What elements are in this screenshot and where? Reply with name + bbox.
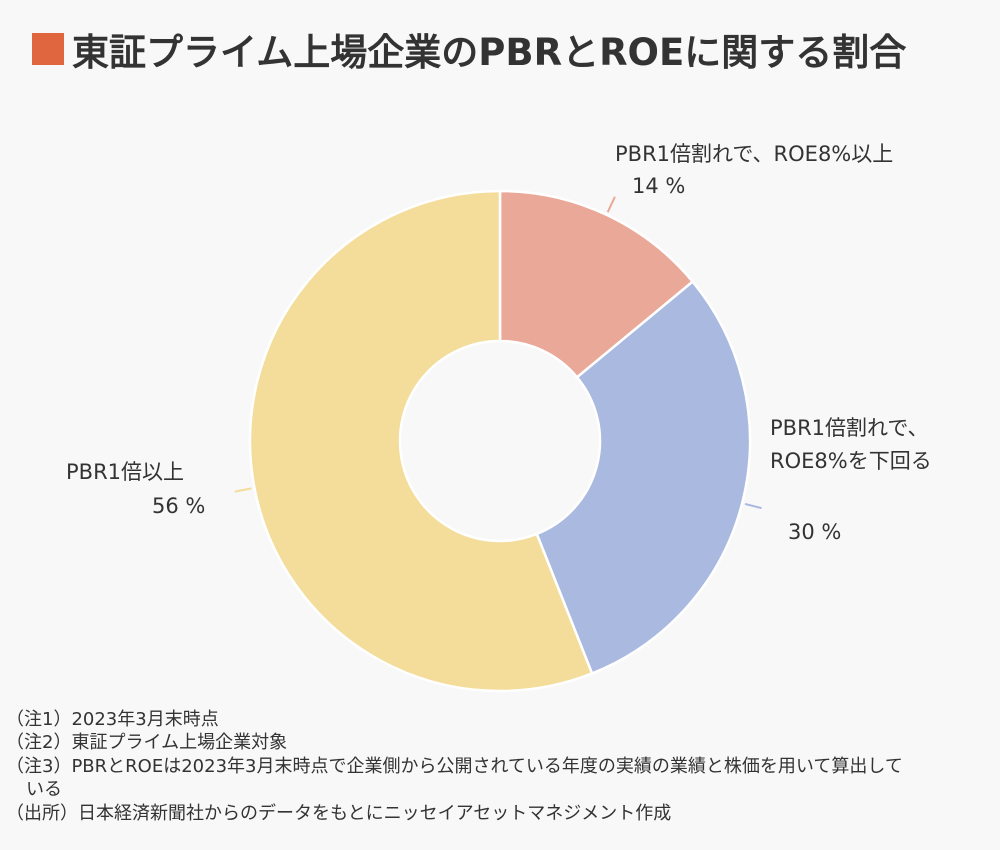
title-wrap: 東証プライム上場企業のPBRとROEに関する割合	[32, 22, 906, 76]
donut-slice	[498, 189, 695, 380]
donut-slice	[535, 279, 752, 676]
notes: （注1）2023年3月末時点 （注2）東証プライム上場企業対象 （注3）PBRとRO…	[6, 708, 906, 825]
slice-label: PBR1倍割れで、ROE8%以上	[615, 142, 894, 166]
donut-slice	[248, 189, 594, 693]
leader-line	[744, 502, 762, 510]
slice-label: PBR1倍以上	[66, 460, 185, 484]
chart-title: 東証プライム上場企業のPBRとROEに関する割合	[72, 31, 907, 74]
value-label: 30 %	[788, 520, 842, 544]
note: （注2）東証プライム上場企業対象	[6, 732, 288, 754]
value-label: 56 %	[152, 494, 206, 518]
leader-line	[234, 487, 252, 493]
title-marker	[32, 33, 64, 65]
note: （注1）2023年3月末時点	[6, 709, 219, 730]
slice-label: PBR1倍割れで、 ROE8%を下回る	[770, 416, 932, 473]
note: （出所）日本経済新聞社からのデータをもとにニッセイアセットマネジメント作成	[6, 802, 672, 824]
note: （注3）PBRとROEは2023年3月末時点で企業側から公開されている年度の実績…	[6, 755, 903, 801]
value-label: 14 %	[632, 174, 686, 198]
leader-line	[606, 196, 616, 213]
